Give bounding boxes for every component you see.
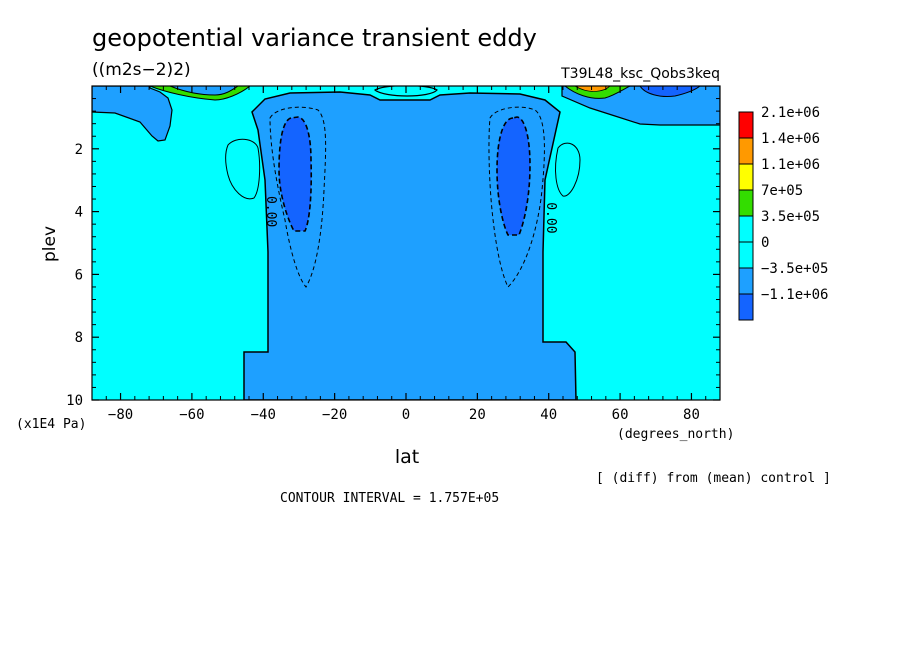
x-tick-label: −40	[251, 407, 276, 423]
legend-label: −1.1e+06	[761, 287, 828, 303]
x-tick-label: −60	[179, 407, 204, 423]
legend-label: 0	[761, 235, 769, 251]
contour-label: 0.00	[263, 196, 278, 227]
legend-swatch	[738, 111, 754, 139]
y-axis-label: plev	[40, 226, 60, 262]
chart-title: geopotential variance transient eddy	[92, 24, 537, 52]
x-axis-label: lat	[395, 446, 419, 468]
comparison-note: [ (diff) from (mean) control ]	[596, 471, 831, 486]
x-tick-label: 20	[469, 407, 486, 423]
x-tick-label: −20	[322, 407, 347, 423]
x-tick-label: 80	[683, 407, 700, 423]
x-axis-units: (degrees_north)	[617, 427, 734, 442]
y-tick-label: 2	[75, 142, 83, 158]
x-tick-label: 40	[540, 407, 557, 423]
y-axis-units: (x1E4 Pa)	[16, 417, 86, 432]
y-tick-label: 8	[75, 330, 83, 346]
color-legend: 2.1e+06 1.4e+06 1.1e+06 7e+05 3.5e+05 0 −3.5e+…	[738, 105, 828, 321]
core-sh-strong-negative	[278, 116, 313, 232]
legend-label: 2.1e+06	[761, 105, 820, 121]
legend-label: 1.1e+06	[761, 157, 820, 173]
y-axis-ticks: 2 4 6 8 10	[66, 142, 720, 409]
legend-swatch	[738, 241, 754, 269]
region-nh-top-negative	[639, 86, 701, 97]
legend-swatch	[738, 215, 754, 243]
contour-field	[92, 86, 720, 400]
contour-sh-dashed	[269, 106, 327, 288]
legend-label: −3.5e+05	[761, 261, 828, 277]
legend-label: 3.5e+05	[761, 209, 820, 225]
legend-swatch	[738, 267, 754, 295]
core-nh-strong-negative	[496, 116, 531, 236]
region-sh-polar-negative	[92, 86, 173, 142]
x-axis-ticks: −80 −60 −40 −20 0 20 40 60 80	[108, 86, 700, 423]
contour-interval: CONTOUR INTERVAL = 1.757E+05	[280, 491, 499, 506]
y-tick-label: 10	[66, 393, 83, 409]
legend-label: 7e+05	[761, 183, 803, 199]
y-tick-label: 4	[75, 205, 83, 221]
region-tropical-negative	[243, 91, 577, 400]
chart-units: ((m2s−2)2)	[92, 60, 191, 80]
legend-swatch	[738, 189, 754, 217]
contour-label: 0.00	[543, 202, 558, 233]
x-tick-label: 0	[402, 407, 410, 423]
y-tick-label: 6	[75, 267, 83, 283]
x-tick-label: 60	[612, 407, 629, 423]
contour-nh-positive	[555, 142, 581, 197]
contour-sh-positive	[225, 138, 261, 200]
x-tick-label: −80	[108, 407, 133, 423]
legend-label: 1.4e+06	[761, 131, 820, 147]
run-label: T39L48_ksc_Qobs3keq	[560, 66, 720, 82]
minor-ticks	[91, 86, 721, 400]
legend-swatch	[738, 293, 754, 321]
legend-swatch	[738, 163, 754, 191]
legend-swatch	[738, 137, 754, 165]
contour-labels: 0.00 0.00	[263, 196, 558, 234]
